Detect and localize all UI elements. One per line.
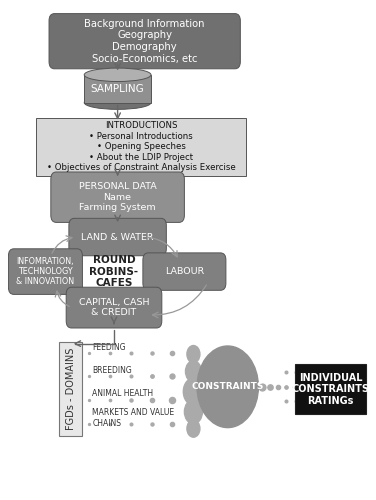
- Text: CONSTRAINTS: CONSTRAINTS: [191, 382, 264, 392]
- FancyBboxPatch shape: [143, 253, 226, 290]
- Text: FEEDING: FEEDING: [92, 343, 126, 352]
- Text: PERSONAL DATA
Name
Farming System: PERSONAL DATA Name Farming System: [79, 182, 156, 212]
- Circle shape: [187, 346, 200, 363]
- FancyBboxPatch shape: [8, 249, 82, 294]
- Text: CAPITAL, CASH
& CREDIT: CAPITAL, CASH & CREDIT: [79, 298, 149, 318]
- Circle shape: [184, 400, 202, 424]
- Ellipse shape: [84, 68, 151, 82]
- Text: ANIMAL HEALTH: ANIMAL HEALTH: [92, 390, 153, 398]
- Text: BREEDING: BREEDING: [92, 366, 132, 375]
- Circle shape: [187, 420, 200, 437]
- FancyBboxPatch shape: [59, 342, 82, 436]
- Text: Background Information
Geography
Demography
Socio-Economics, etc: Background Information Geography Demogra…: [85, 19, 205, 64]
- Ellipse shape: [84, 96, 151, 110]
- FancyBboxPatch shape: [49, 14, 240, 69]
- Circle shape: [185, 361, 202, 382]
- Text: LAND & WATER: LAND & WATER: [81, 232, 154, 241]
- Text: FGDs - DOMAINS: FGDs - DOMAINS: [66, 348, 76, 430]
- FancyBboxPatch shape: [51, 172, 184, 222]
- Text: INTRODUCTIONS
• Personal Introductions
• Opening Speeches
• About the LDIP Proje: INTRODUCTIONS • Personal Introductions •…: [47, 122, 235, 172]
- Text: LABOUR: LABOUR: [165, 267, 204, 276]
- Circle shape: [183, 378, 203, 405]
- Text: ROUND
ROBINS-
CAFES: ROUND ROBINS- CAFES: [89, 255, 139, 288]
- FancyBboxPatch shape: [36, 118, 246, 176]
- Text: SAMPLING: SAMPLING: [91, 84, 144, 94]
- Circle shape: [197, 346, 258, 428]
- Text: INFOMRATION,
TECHNOLOGY
& INNOVATION: INFOMRATION, TECHNOLOGY & INNOVATION: [17, 256, 74, 286]
- Text: MARKETS AND VALUE
CHAINS: MARKETS AND VALUE CHAINS: [92, 408, 174, 428]
- FancyBboxPatch shape: [296, 364, 366, 414]
- FancyBboxPatch shape: [84, 75, 151, 102]
- FancyBboxPatch shape: [66, 287, 162, 328]
- Text: INDIVIDUAL
CONSTRAINTS
RATINGs: INDIVIDUAL CONSTRAINTS RATINGs: [291, 372, 370, 406]
- FancyBboxPatch shape: [69, 218, 166, 256]
